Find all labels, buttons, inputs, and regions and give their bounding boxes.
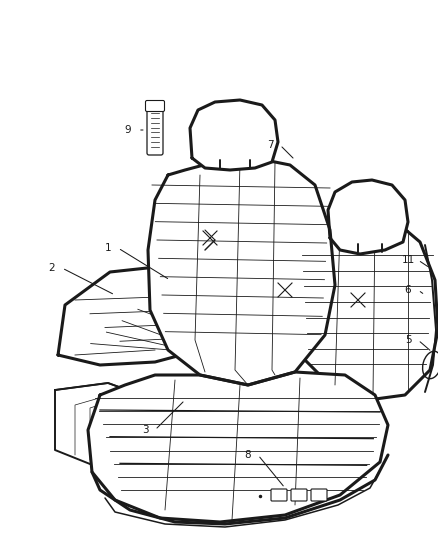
Text: 9: 9 xyxy=(125,125,131,135)
Text: 11: 11 xyxy=(401,255,415,265)
Polygon shape xyxy=(148,158,335,385)
FancyBboxPatch shape xyxy=(271,489,287,501)
FancyBboxPatch shape xyxy=(145,101,165,111)
Text: 6: 6 xyxy=(405,285,411,295)
Text: 7: 7 xyxy=(267,140,273,150)
FancyBboxPatch shape xyxy=(311,489,327,501)
Polygon shape xyxy=(190,100,278,170)
Text: 2: 2 xyxy=(49,263,55,273)
FancyBboxPatch shape xyxy=(291,489,307,501)
FancyBboxPatch shape xyxy=(147,106,163,155)
Polygon shape xyxy=(328,180,408,254)
Text: 3: 3 xyxy=(141,425,148,435)
Polygon shape xyxy=(55,383,155,470)
Text: 1: 1 xyxy=(105,243,111,253)
Polygon shape xyxy=(58,265,235,365)
Text: 8: 8 xyxy=(245,450,251,460)
Text: 5: 5 xyxy=(405,335,411,345)
Polygon shape xyxy=(88,372,388,522)
Polygon shape xyxy=(295,220,438,400)
